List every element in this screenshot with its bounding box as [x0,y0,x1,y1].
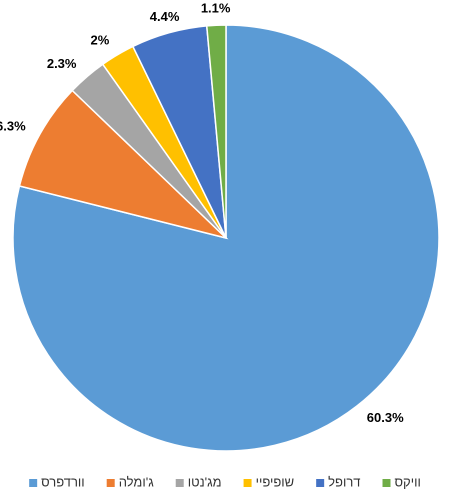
pie-slice [205,24,227,239]
data-label: 4.4% [150,9,180,24]
legend-marker [29,479,38,487]
legend-marker [106,479,115,487]
legend-label: וויקס [395,474,421,489]
legend-label: שופיפיי [256,474,295,489]
legend-label: מג'נטו [188,474,222,489]
legend-label: וורדפרס [41,474,85,489]
legend-marker [243,479,252,487]
data-label: 2.3% [47,56,77,71]
data-label: 6.3% [0,118,26,133]
legend-marker [382,479,391,487]
legend-marker [316,479,325,487]
legend-marker [175,479,184,487]
data-label: 1.1% [201,1,231,16]
data-label: 2% [91,32,110,47]
legend-label: ג'ומלה [119,474,155,489]
pie-slice [18,89,229,240]
data-label: 60.3% [367,410,404,425]
legend-label: דרופל [328,474,360,489]
